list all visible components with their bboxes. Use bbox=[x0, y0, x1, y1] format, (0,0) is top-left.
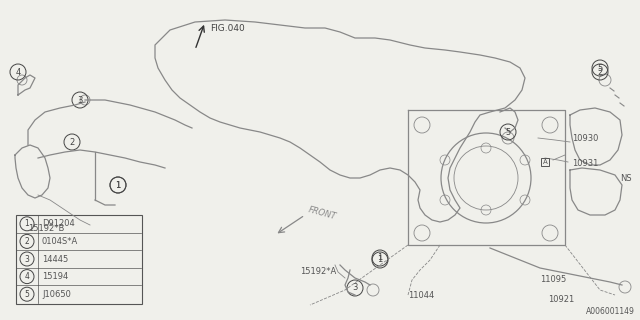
Text: 2: 2 bbox=[69, 138, 75, 147]
Text: 15194: 15194 bbox=[42, 272, 68, 281]
Text: A006001149: A006001149 bbox=[586, 308, 635, 316]
Text: 4: 4 bbox=[15, 68, 20, 76]
Text: 2: 2 bbox=[24, 237, 29, 246]
Text: 5: 5 bbox=[597, 63, 603, 73]
Text: 11095: 11095 bbox=[540, 276, 566, 284]
Text: 14445: 14445 bbox=[42, 254, 68, 263]
Text: J10650: J10650 bbox=[42, 290, 71, 299]
Text: 3: 3 bbox=[352, 284, 358, 292]
Text: 1: 1 bbox=[24, 219, 29, 228]
Text: 15192*A: 15192*A bbox=[300, 268, 336, 276]
Text: 1: 1 bbox=[378, 255, 383, 265]
Text: A: A bbox=[543, 159, 547, 165]
Text: 1: 1 bbox=[115, 180, 120, 189]
Text: 4: 4 bbox=[24, 272, 29, 281]
Text: FRONT: FRONT bbox=[307, 206, 337, 222]
Text: 0104S*A: 0104S*A bbox=[42, 237, 78, 246]
Text: 1: 1 bbox=[115, 180, 120, 189]
Text: 5: 5 bbox=[24, 290, 29, 299]
Text: 3: 3 bbox=[77, 95, 83, 105]
Text: 10930: 10930 bbox=[572, 133, 598, 142]
Text: 10921: 10921 bbox=[548, 295, 574, 305]
FancyBboxPatch shape bbox=[15, 214, 141, 303]
Text: D91204: D91204 bbox=[42, 219, 75, 228]
Text: 15192*B: 15192*B bbox=[28, 223, 65, 233]
Text: NS: NS bbox=[620, 173, 632, 182]
Text: 10931: 10931 bbox=[572, 158, 598, 167]
Text: 2: 2 bbox=[597, 68, 603, 76]
Text: 3: 3 bbox=[24, 254, 29, 263]
Text: 11044: 11044 bbox=[408, 292, 435, 300]
Text: 5: 5 bbox=[506, 127, 511, 137]
Text: 1: 1 bbox=[378, 253, 383, 262]
Text: FIG.040: FIG.040 bbox=[210, 23, 244, 33]
